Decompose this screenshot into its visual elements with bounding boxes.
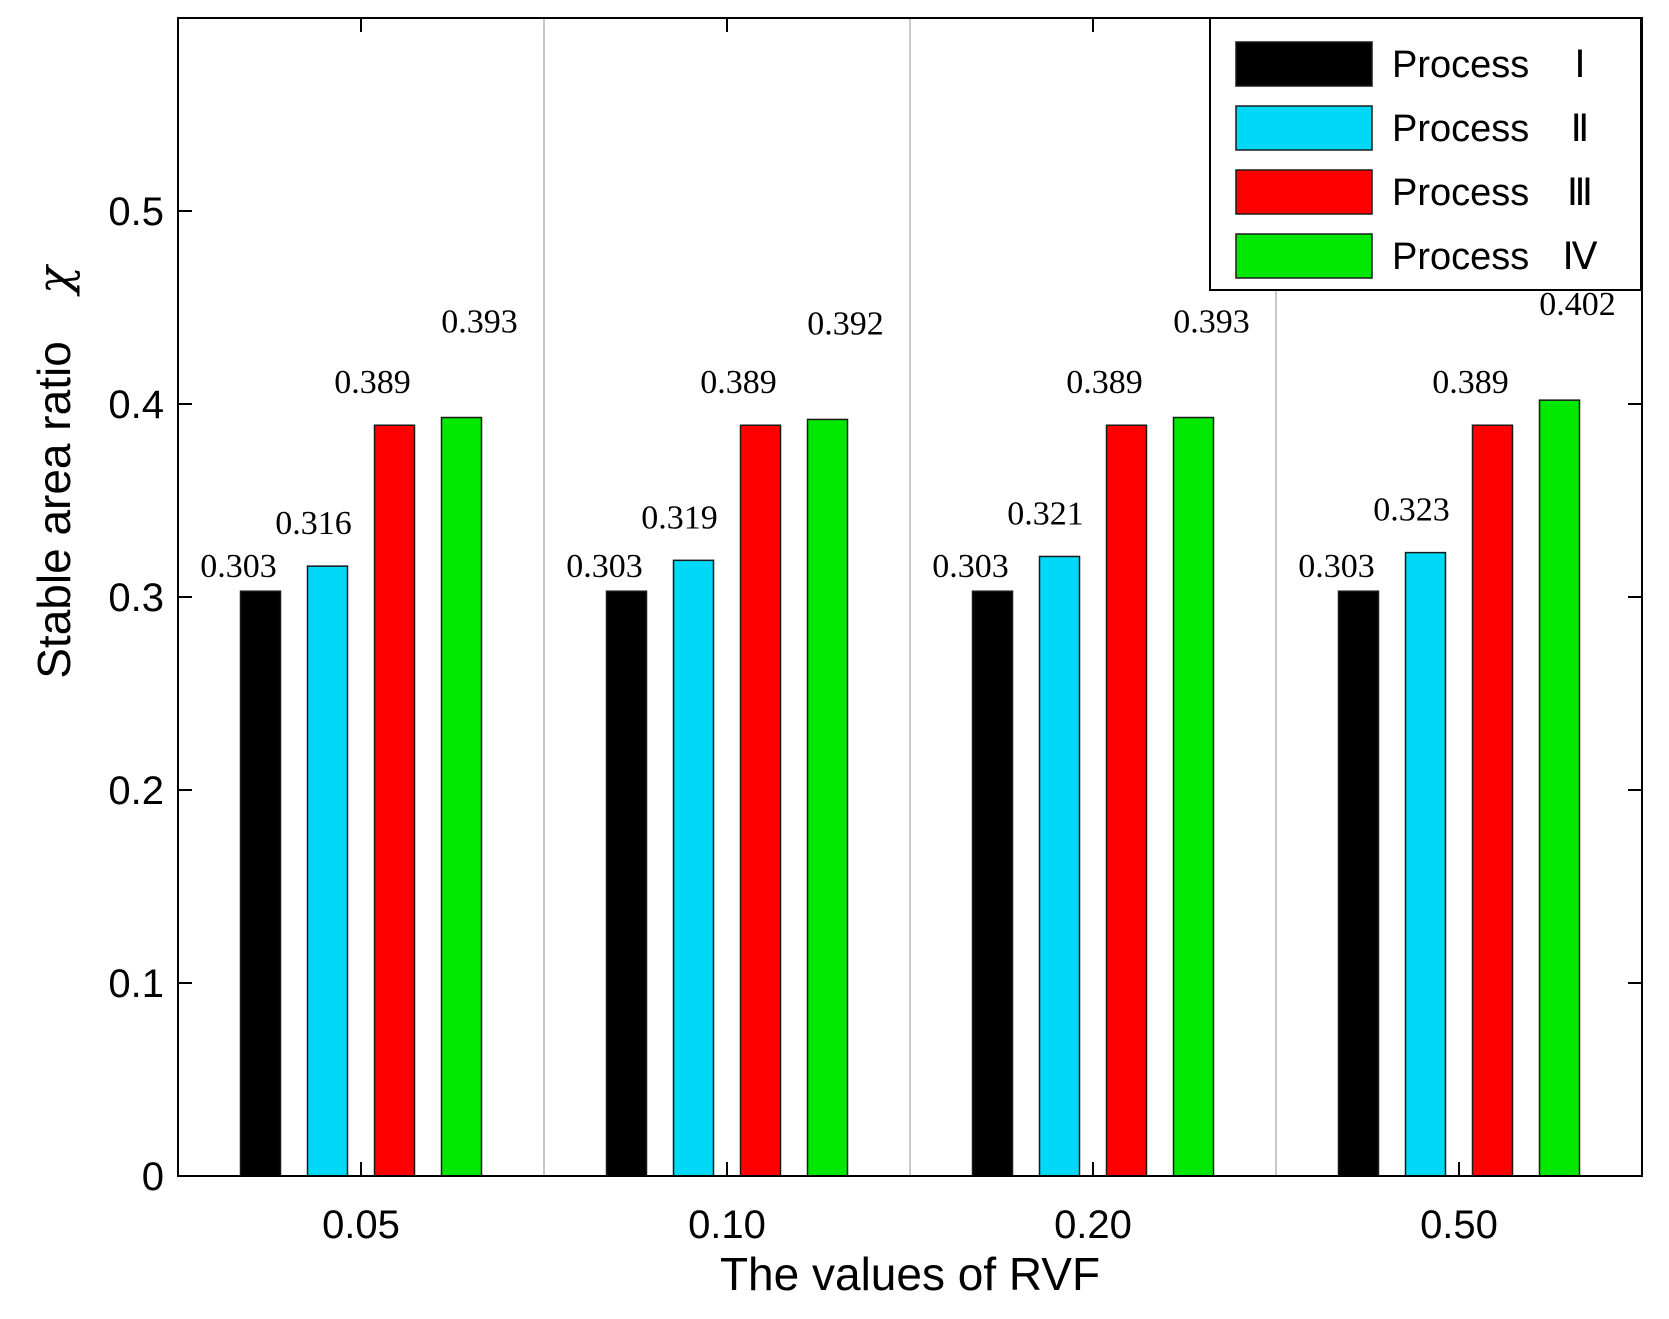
x-tick-label: 0.05 bbox=[322, 1203, 400, 1247]
bar-value-label: 0.316 bbox=[275, 505, 352, 542]
legend-label: Process bbox=[1392, 44, 1529, 86]
legend-label: Process bbox=[1392, 108, 1529, 150]
bar-value-label: 0.393 bbox=[1173, 304, 1250, 341]
bar bbox=[806, 418, 849, 1177]
x-axis-title: The values of RVF bbox=[720, 1248, 1100, 1300]
bar bbox=[1172, 416, 1215, 1177]
bar-value-label: 0.303 bbox=[200, 548, 277, 585]
bar bbox=[605, 590, 648, 1177]
bar bbox=[306, 565, 349, 1177]
bar bbox=[1337, 590, 1380, 1177]
legend-swatch bbox=[1235, 169, 1373, 215]
legend-swatch bbox=[1235, 105, 1373, 151]
bar bbox=[1105, 424, 1148, 1177]
x-tick-label: 0.10 bbox=[688, 1203, 766, 1247]
bar-value-label: 0.303 bbox=[566, 548, 643, 585]
legend-roman-numeral: Ⅳ bbox=[1562, 236, 1597, 278]
legend-swatch bbox=[1235, 233, 1373, 279]
y-axis-symbol: χ bbox=[27, 263, 81, 297]
legend-roman-numeral: Ⅱ bbox=[1571, 108, 1590, 150]
legend-roman-numeral: Ⅲ bbox=[1567, 172, 1593, 214]
bar bbox=[739, 424, 782, 1177]
bar-value-label: 0.393 bbox=[441, 304, 518, 341]
bar bbox=[1404, 551, 1447, 1177]
bar-value-label: 0.303 bbox=[932, 548, 1009, 585]
x-tick-label: 0.50 bbox=[1420, 1203, 1498, 1247]
x-tick-label: 0.20 bbox=[1054, 1203, 1132, 1247]
bar bbox=[1038, 555, 1081, 1177]
bar bbox=[672, 559, 715, 1177]
bar-value-label: 0.389 bbox=[1432, 364, 1509, 401]
y-axis-title: Stable area ratio bbox=[28, 341, 80, 679]
bar bbox=[440, 416, 483, 1177]
legend-swatch bbox=[1235, 41, 1373, 87]
legend-label: Process bbox=[1392, 236, 1529, 278]
y-tick-label: 0.4 bbox=[108, 383, 164, 427]
bar-value-label: 0.389 bbox=[700, 364, 777, 401]
bar bbox=[1471, 424, 1514, 1177]
bar bbox=[373, 424, 416, 1177]
bar-value-label: 0.389 bbox=[1066, 364, 1143, 401]
bar-value-label: 0.389 bbox=[334, 364, 411, 401]
legend-roman-numeral: Ⅰ bbox=[1574, 44, 1585, 86]
bar-value-label: 0.321 bbox=[1007, 495, 1084, 532]
bar-value-label: 0.319 bbox=[641, 499, 718, 536]
plot-frame bbox=[177, 17, 1643, 1177]
bar-value-label: 0.303 bbox=[1298, 548, 1375, 585]
y-tick-label: 0.2 bbox=[108, 769, 164, 813]
y-tick-label: 0.5 bbox=[108, 190, 164, 234]
legend-label: Process bbox=[1392, 172, 1529, 214]
bar bbox=[239, 590, 282, 1177]
bar bbox=[1538, 399, 1581, 1177]
bar-value-label: 0.323 bbox=[1373, 492, 1450, 529]
bar-value-label: 0.392 bbox=[807, 305, 884, 342]
y-tick-label: 0 bbox=[142, 1155, 164, 1199]
bar bbox=[971, 590, 1014, 1177]
y-tick-label: 0.3 bbox=[108, 576, 164, 620]
y-tick-label: 0.1 bbox=[108, 962, 164, 1006]
bar-value-label: 0.402 bbox=[1539, 286, 1616, 323]
